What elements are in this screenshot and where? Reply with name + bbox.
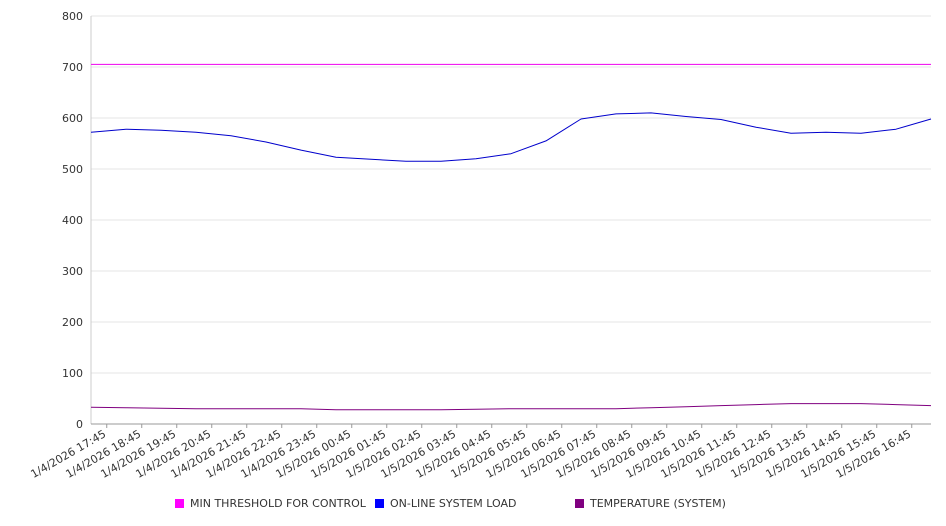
legend-swatch-temperature — [575, 499, 584, 508]
y-tick-label: 0 — [76, 418, 83, 431]
legend-label-min-threshold: MIN THRESHOLD FOR CONTROL — [190, 497, 366, 510]
legend-item-temperature[interactable]: TEMPERATURE (SYSTEM) — [575, 497, 726, 510]
series-lines — [90, 63, 932, 411]
series-line-2 — [90, 403, 932, 411]
y-axis-tick-labels: 0 100 200 300 400 500 600 700 800 — [62, 10, 83, 431]
legend-item-min-threshold[interactable]: MIN THRESHOLD FOR CONTROL — [175, 497, 366, 510]
y-tick-label: 600 — [62, 112, 83, 125]
legend-swatch-system-load — [375, 499, 384, 508]
legend-label-temperature: TEMPERATURE (SYSTEM) — [590, 497, 726, 510]
y-tick-label: 800 — [62, 10, 83, 23]
series-line-1 — [90, 112, 932, 162]
y-tick-label: 200 — [62, 316, 83, 329]
axes — [90, 16, 931, 428]
legend: MIN THRESHOLD FOR CONTROL ON-LINE SYSTEM… — [0, 497, 946, 515]
y-tick-label: 400 — [62, 214, 83, 227]
legend-swatch-min-threshold — [175, 499, 184, 508]
y-tick-label: 300 — [62, 265, 83, 278]
y-tick-label: 100 — [62, 367, 83, 380]
y-tick-label: 700 — [62, 61, 83, 74]
legend-item-system-load[interactable]: ON-LINE SYSTEM LOAD — [375, 497, 516, 510]
y-tick-label: 500 — [62, 163, 83, 176]
gridlines — [91, 15, 931, 374]
legend-label-system-load: ON-LINE SYSTEM LOAD — [390, 497, 517, 510]
x-axis-tick-labels: 1/4/2026 17:451/4/2026 18:451/4/2026 19:… — [28, 427, 913, 481]
